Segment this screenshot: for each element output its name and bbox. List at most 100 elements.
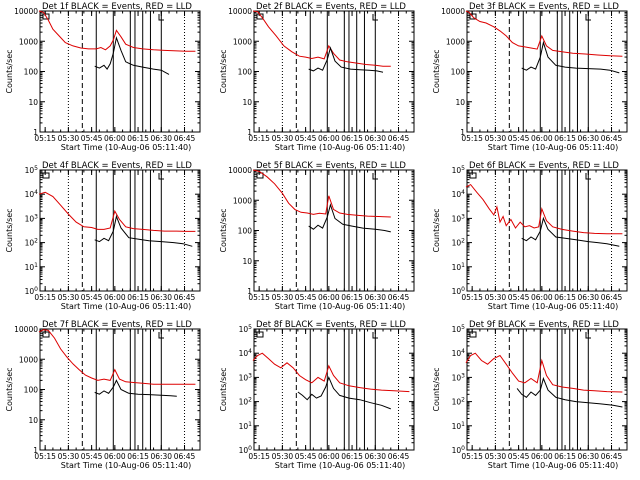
y-tick-label: 104 [452,348,466,358]
panel-title: Det 5f BLACK = Events, RED = LLD [256,161,406,171]
x-tick-label: 06:30 [577,293,599,302]
plot-frame [466,169,628,292]
y-tick-label: 100 [452,286,466,296]
x-tick-label: 05:15 [248,134,270,143]
lld-series-line [38,191,196,232]
corner-marker [469,331,477,338]
y-tick-label: 1 [247,287,252,296]
detector-panel: Det 5f BLACK = Events, RED = LLD Counts/s… [219,161,415,311]
y-tick-label: 100 [25,286,39,296]
x-tick-label: 06:45 [601,134,623,143]
detector-panel: Det 1f BLACK = Events, RED = LLD Counts/s… [5,2,201,152]
x-tick-label: 06:00 [531,452,553,461]
corner-marker [256,172,264,179]
y-tick-label: 101 [239,421,253,431]
y-tick-label: 105 [452,165,466,175]
x-tick-label: 06:30 [150,134,172,143]
x-tick-label: 06:15 [341,293,363,302]
x-tick-label: 05:30 [272,293,294,302]
x-tick-label: 06:30 [364,452,386,461]
corner-marker [585,173,591,180]
corner-marker [42,13,50,20]
y-tick-label: 103 [239,372,253,382]
x-tick-label: 05:45 [295,293,317,302]
plot-frame [39,328,201,451]
y-tick-label: 102 [25,238,39,248]
panel-title: Det 2f BLACK = Events, RED = LLD [256,2,406,12]
x-axis-label: Start Time (10-Aug-06 05:11:40) [275,302,406,311]
lld-series-line [465,183,623,235]
x-tick-label: 06:15 [554,452,576,461]
corner-marker [372,332,378,339]
y-tick-label: 102 [452,397,466,407]
y-tick-label: 100 [452,445,466,455]
y-tick-label: 1 [247,128,252,137]
x-tick-label: 06:30 [577,452,599,461]
x-tick-label: 05:45 [81,293,103,302]
y-tick-label: 102 [239,397,253,407]
x-tick-label: 06:30 [150,293,172,302]
x-tick-label: 06:15 [127,293,149,302]
y-axis-label: Counts/sec [5,208,14,252]
y-tick-label: 105 [452,324,466,334]
events-series-line [297,375,391,410]
x-tick-label: 06:15 [554,293,576,302]
x-tick-label: 05:30 [58,452,80,461]
x-tick-label: 06:00 [104,134,126,143]
x-tick-label: 05:15 [461,293,483,302]
events-series-line [308,46,384,73]
x-tick-label: 06:30 [150,452,172,461]
panel-title: Det 1f BLACK = Events, RED = LLD [42,2,192,12]
y-tick-label: 104 [239,348,253,358]
panel-title: Det 9f BLACK = Events, RED = LLD [469,320,619,330]
x-axis-label: Start Time (10-Aug-06 05:11:40) [488,143,619,152]
x-tick-label: 06:00 [318,293,340,302]
lld-series-line [252,10,391,67]
events-series-line [308,203,391,233]
events-series-line [521,216,620,247]
x-tick-label: 05:15 [248,452,270,461]
events-series-line [94,379,177,397]
x-tick-label: 06:45 [388,134,410,143]
y-tick-label: 103 [452,213,466,223]
x-axis-label: Start Time (10-Aug-06 05:11:40) [488,302,619,311]
x-tick-label: 05:30 [485,452,507,461]
events-series-line [94,214,193,247]
x-tick-label: 06:00 [104,452,126,461]
y-tick-label: 100 [451,68,466,77]
corner-marker [469,13,477,20]
plot-frame [466,10,628,133]
y-tick-label: 100 [24,68,39,77]
y-tick-label: 101 [452,421,466,431]
events-series-line [94,35,170,75]
y-axis-label: Counts/sec [219,49,228,93]
y-tick-label: 10 [455,98,465,107]
x-tick-label: 05:45 [508,452,530,461]
y-tick-label: 10 [242,98,252,107]
x-tick-label: 06:30 [577,134,599,143]
y-tick-label: 10000 [228,7,252,16]
lld-series-line [465,352,623,393]
y-axis-label: Counts/sec [432,208,441,252]
plot-frame [39,10,201,133]
corner-marker [372,14,378,21]
y-tick-label: 1000 [19,37,38,46]
y-tick-label: 10000 [14,7,38,16]
corner-marker [42,331,50,338]
detector-panel: Det 6f BLACK = Events, RED = LLD Counts/s… [432,161,628,311]
y-tick-label: 10000 [441,7,465,16]
x-tick-label: 05:15 [248,293,270,302]
y-axis-label: Counts/sec [432,367,441,411]
x-tick-label: 05:45 [295,452,317,461]
y-tick-label: 1 [33,446,38,455]
y-tick-label: 103 [452,372,466,382]
x-tick-label: 06:15 [127,134,149,143]
x-tick-label: 06:00 [318,452,340,461]
x-tick-label: 05:30 [485,134,507,143]
x-axis-label: Start Time (10-Aug-06 05:11:40) [275,143,406,152]
x-tick-label: 06:45 [174,134,196,143]
lld-series-line [252,169,391,218]
panel-title: Det 3f BLACK = Events, RED = LLD [469,2,619,12]
corner-marker [158,14,164,21]
corner-marker [585,332,591,339]
